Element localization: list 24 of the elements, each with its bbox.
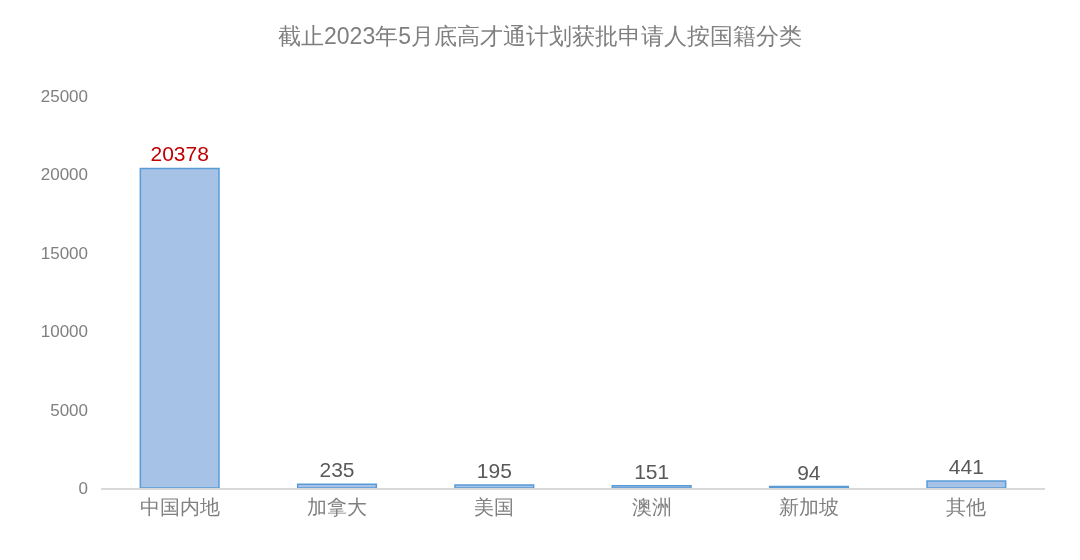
data-label: 94 <box>797 460 821 484</box>
chart-title: 截止2023年5月底高才通计划获批申请人按国籍分类 <box>278 23 802 50</box>
y-tick-label: 10000 <box>40 322 88 342</box>
bar <box>611 484 692 488</box>
bar <box>139 167 220 488</box>
data-label: 235 <box>319 458 355 482</box>
y-tick-label: 0 <box>78 478 88 498</box>
x-tick-label: 加拿大 <box>307 496 367 518</box>
bar <box>296 483 378 488</box>
data-label: 151 <box>634 459 670 483</box>
data-label: 441 <box>948 455 984 479</box>
x-tick-label: 美国 <box>474 496 515 518</box>
x-tick-label: 其他 <box>946 496 987 518</box>
y-tick-label: 25000 <box>40 86 88 106</box>
data-label: 195 <box>476 458 512 482</box>
y-tick-label: 5000 <box>50 400 88 420</box>
x-tick-label: 新加坡 <box>779 496 839 518</box>
data-label: 20378 <box>150 142 209 166</box>
bar <box>926 480 1007 488</box>
x-tick-label: 澳洲 <box>631 496 672 518</box>
y-tick-label: 20000 <box>40 165 88 185</box>
bar <box>454 484 535 488</box>
x-tick-label: 中国内地 <box>139 496 220 518</box>
y-tick-label: 15000 <box>40 243 88 263</box>
